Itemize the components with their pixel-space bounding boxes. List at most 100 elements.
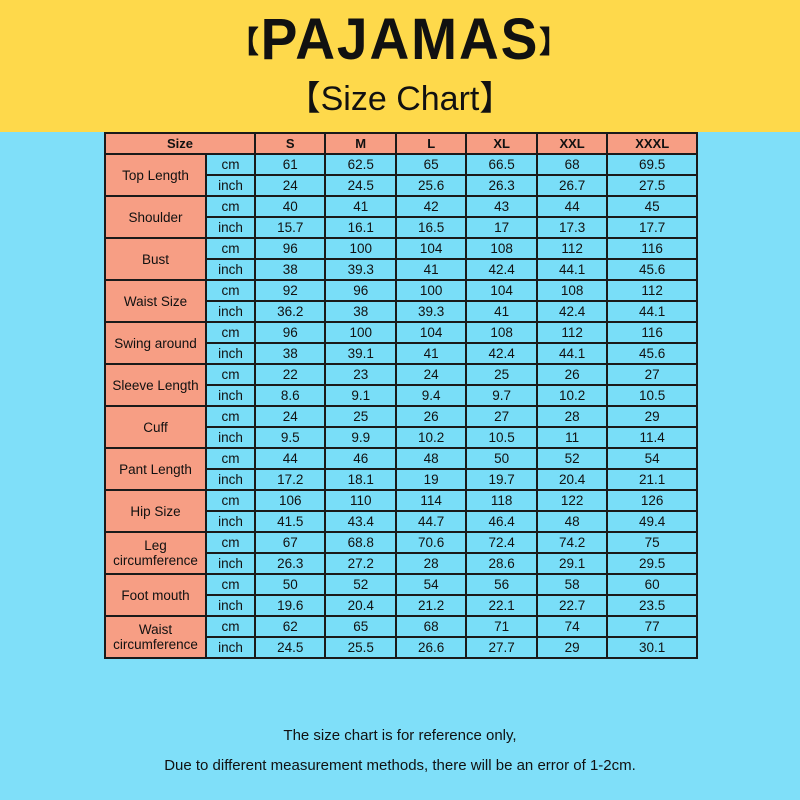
- size-column-header: XXL: [535, 132, 609, 155]
- measurement-label: Bust: [104, 237, 207, 281]
- value-cell: 72.4: [465, 531, 538, 554]
- table-row: Shoulder cm 40 41 42 43 44 45: [104, 195, 698, 239]
- value-cell: 22: [253, 363, 327, 386]
- measurement-label: Waist Size: [104, 279, 207, 323]
- value-cell: 68.8: [324, 531, 397, 554]
- value-cell: 28.6: [465, 552, 538, 575]
- value-cell: 26.7: [535, 174, 609, 197]
- value-cell: 122: [535, 489, 609, 512]
- size-chart-table: Size S M L XL XXL XXXL Top Length cm 61 62.5 65 66.5…: [104, 132, 698, 659]
- value-cell: 19.6: [253, 594, 327, 617]
- measurement-label: Pant Length: [104, 447, 207, 491]
- value-cell: 36.2: [253, 300, 327, 323]
- value-cell: 26: [394, 405, 468, 428]
- measurement-label: Leg circumference: [104, 531, 207, 575]
- unit-label: cm: [205, 153, 256, 176]
- value-cell: 54: [394, 573, 468, 596]
- table-row: Hip Size cm 106 110 114 118 122 126: [104, 489, 698, 533]
- value-cell: 29.1: [535, 552, 609, 575]
- value-cell: 42: [394, 195, 468, 218]
- value-cell: 65: [394, 153, 468, 176]
- value-cell: 28: [394, 552, 468, 575]
- value-cell: 10.5: [465, 426, 538, 449]
- page-title: 【PAJAMAS】: [20, 6, 780, 78]
- value-cell: 45.6: [606, 342, 698, 365]
- value-cell: 16.5: [394, 216, 468, 239]
- value-cell: 44: [253, 447, 327, 470]
- value-cell: 42.4: [535, 300, 609, 323]
- value-cell: 68: [535, 153, 609, 176]
- value-cell: 74.2: [535, 531, 609, 554]
- value-cell: 56: [465, 573, 538, 596]
- value-cell: 58: [535, 573, 609, 596]
- table-row: Swing around cm 96 100 104 108 112 116: [104, 321, 698, 365]
- value-cell: 104: [394, 237, 468, 260]
- value-cell: 41: [394, 258, 468, 281]
- value-cell: 9.9: [324, 426, 397, 449]
- value-cell: 20.4: [324, 594, 397, 617]
- unit-label: inch: [205, 174, 256, 197]
- measurement-label: Sleeve Length: [104, 363, 207, 407]
- value-cell: 20.4: [535, 468, 609, 491]
- value-cell: 30.1: [606, 636, 698, 659]
- title-text: PAJAMAS: [260, 7, 540, 72]
- unit-label: cm: [205, 489, 256, 512]
- table-row: inch 8.6 9.1 9.4 9.7 10.2 10.5: [105, 384, 698, 407]
- unit-label: cm: [205, 195, 256, 218]
- value-cell: 96: [253, 321, 327, 344]
- value-cell: 39.1: [324, 342, 397, 365]
- measurement-label: Shoulder: [104, 195, 207, 239]
- value-cell: 60: [606, 573, 698, 596]
- value-cell: 116: [606, 237, 698, 260]
- value-cell: 48: [535, 510, 609, 533]
- measurement-label: Waist circumference: [104, 615, 207, 659]
- measurement-label: Swing around: [104, 321, 207, 365]
- table-row: inch 36.2 38 39.3 41 42.4 44.1: [105, 300, 698, 323]
- value-cell: 100: [394, 279, 468, 302]
- table-row: Waist Size cm 92 96 100 104 108 112: [104, 279, 698, 323]
- value-cell: 17: [465, 216, 538, 239]
- value-cell: 43.4: [324, 510, 397, 533]
- value-cell: 110: [324, 489, 397, 512]
- value-cell: 42.4: [465, 258, 538, 281]
- value-cell: 118: [465, 489, 538, 512]
- value-cell: 54: [606, 447, 698, 470]
- unit-label: cm: [205, 573, 256, 596]
- value-cell: 43: [465, 195, 538, 218]
- unit-label: inch: [205, 342, 256, 365]
- table-row: Cuff cm 24 25 26 27 28 29: [104, 405, 698, 449]
- value-cell: 27.2: [324, 552, 397, 575]
- value-cell: 106: [253, 489, 327, 512]
- measurement-label: Top Length: [104, 153, 207, 197]
- value-cell: 17.2: [253, 468, 327, 491]
- value-cell: 19: [394, 468, 468, 491]
- value-cell: 27.5: [606, 174, 698, 197]
- value-cell: 75: [606, 531, 698, 554]
- value-cell: 100: [324, 321, 397, 344]
- value-cell: 29.5: [606, 552, 698, 575]
- size-column-header: XL: [465, 132, 538, 155]
- unit-label: inch: [205, 258, 256, 281]
- value-cell: 104: [394, 321, 468, 344]
- unit-label: inch: [205, 594, 256, 617]
- value-cell: 126: [606, 489, 698, 512]
- value-cell: 17.7: [606, 216, 698, 239]
- value-cell: 49.4: [606, 510, 698, 533]
- value-cell: 24.5: [324, 174, 397, 197]
- measurement-label: Cuff: [104, 405, 207, 449]
- value-cell: 41: [465, 300, 538, 323]
- value-cell: 100: [324, 237, 397, 260]
- table-row: inch 9.5 9.9 10.2 10.5 11 11.4: [105, 426, 698, 449]
- bracket-right: 】: [539, 26, 570, 60]
- value-cell: 23.5: [606, 594, 698, 617]
- value-cell: 62: [253, 615, 327, 638]
- value-cell: 44.1: [606, 300, 698, 323]
- value-cell: 25: [324, 405, 397, 428]
- value-cell: 41: [324, 195, 397, 218]
- value-cell: 108: [465, 237, 538, 260]
- size-column-header: S: [253, 132, 327, 155]
- value-cell: 19.7: [465, 468, 538, 491]
- value-cell: 104: [465, 279, 538, 302]
- measurement-label: Hip Size: [104, 489, 207, 533]
- table-row: inch 41.5 43.4 44.7 46.4 48 49.4: [105, 510, 698, 533]
